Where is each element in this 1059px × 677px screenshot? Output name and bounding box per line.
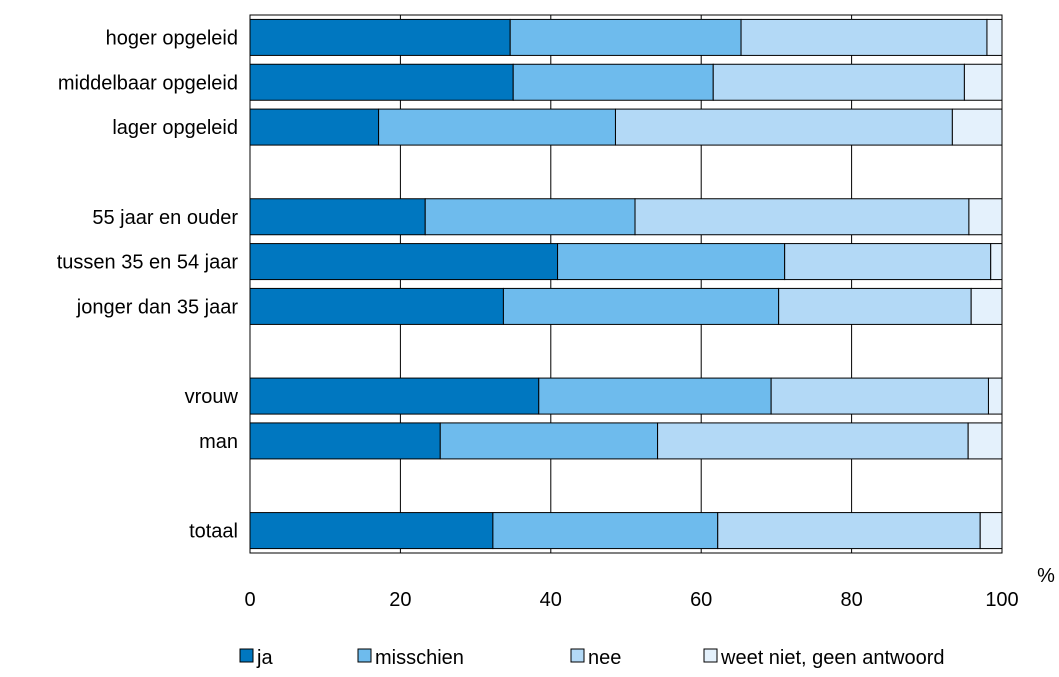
bar-segment: [492, 512, 719, 550]
x-tick-label: 0: [244, 589, 255, 611]
category-labels: hoger opgeleid middelbaar opgeleid lager o…: [57, 27, 239, 542]
legend-swatch: [570, 648, 585, 663]
legend-swatch: [239, 648, 254, 663]
legend-label: weet niet, geen antwoord: [720, 647, 945, 669]
x-tick-label: 20: [389, 589, 411, 611]
x-tick-label: 100: [985, 589, 1018, 611]
category-label: jonger dan 35 jaar: [76, 296, 239, 318]
bar-segment: [249, 287, 504, 325]
bar-segment: [951, 108, 1003, 146]
bar-segment: [986, 18, 1003, 56]
category-label: 55 jaar en ouder: [92, 207, 238, 229]
bar-segment: [502, 287, 780, 325]
bar-segment: [249, 198, 426, 236]
bar-segment: [987, 377, 1003, 415]
legend-swatch: [703, 648, 718, 663]
bar-segment: [614, 108, 953, 146]
legend-label: nee: [588, 647, 621, 669]
bar-segment: [249, 243, 559, 281]
bar-segment: [963, 63, 1003, 101]
bar-segment: [557, 243, 786, 281]
bar-segment: [509, 18, 742, 56]
bar-segment: [249, 108, 380, 146]
x-tick-label: 40: [540, 589, 562, 611]
x-tick-label: 60: [690, 589, 712, 611]
category-label: totaal: [189, 521, 238, 543]
bar-segment: [424, 198, 636, 236]
bar-segment: [249, 422, 441, 460]
bar-segment: [778, 287, 972, 325]
category-label: middelbaar opgeleid: [58, 72, 238, 94]
legend: ja misschien nee weet niet, geen antwoord: [239, 647, 945, 669]
bar-segment: [770, 377, 989, 415]
bar-segment: [439, 422, 659, 460]
bar-segment: [784, 243, 992, 281]
category-label: man: [199, 431, 238, 453]
bar-segment: [990, 243, 1003, 281]
bar-segment: [249, 377, 540, 415]
bar-segments: [249, 18, 1003, 550]
category-label: vrouw: [185, 386, 239, 408]
bar-segment: [378, 108, 616, 146]
bar-segment: [712, 63, 965, 101]
bar-segment: [538, 377, 772, 415]
category-label: lager opgeleid: [112, 117, 238, 139]
x-axis-unit-label: %: [1037, 565, 1055, 587]
legend-label: ja: [256, 647, 273, 669]
bar-segment: [249, 63, 514, 101]
x-axis-tick-labels: 0 20 40 60 80 100: [244, 589, 1018, 611]
plot-area-frame: [249, 14, 1003, 554]
bar-segment: [970, 287, 1003, 325]
category-label: hoger opgeleid: [106, 27, 238, 49]
bar-segment: [249, 18, 511, 56]
x-tick-label: 80: [840, 589, 862, 611]
bar-segment: [967, 422, 1003, 460]
bar-segment: [740, 18, 988, 56]
bar-segment: [717, 512, 981, 550]
bar-segment: [512, 63, 714, 101]
bar-segment: [968, 198, 1003, 236]
gridlines: [399, 15, 853, 553]
category-label: tussen 35 en 54 jaar: [57, 252, 239, 274]
legend-label: misschien: [375, 647, 464, 669]
legend-swatch: [357, 648, 372, 663]
bar-segment: [634, 198, 970, 236]
bar-segment: [979, 512, 1003, 550]
bar-segment: [249, 512, 494, 550]
bar-segment: [657, 422, 969, 460]
